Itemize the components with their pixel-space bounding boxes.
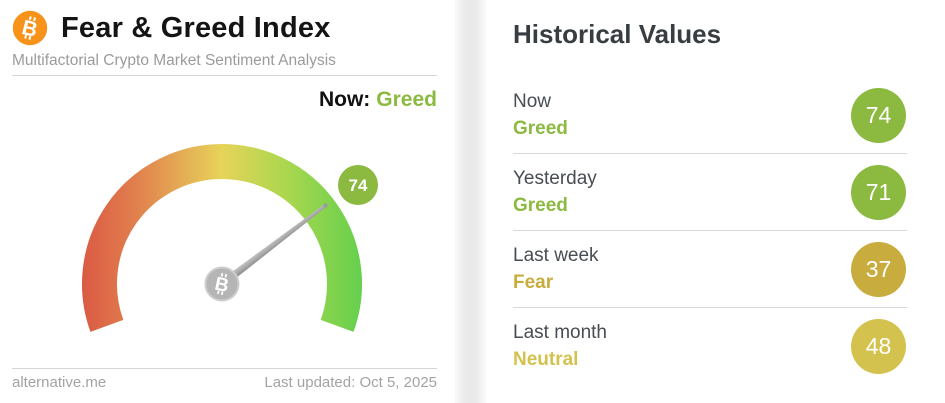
row-classification: Greed [513, 117, 568, 139]
svg-text:B: B [213, 274, 231, 297]
last-updated-text: Last updated: Oct 5, 2025 [264, 374, 437, 391]
bitcoin-icon: B [12, 10, 48, 46]
current-sentiment-line: Now: Greed [319, 88, 437, 112]
row-label: Last month [513, 321, 607, 343]
page-subtitle: Multifactorial Crypto Market Sentiment A… [12, 52, 336, 69]
row-label: Now [513, 90, 552, 112]
header-divider [12, 75, 437, 76]
gauge-value-badge: 74 [338, 165, 378, 205]
brand-header: B Fear & Greed Index [12, 10, 331, 46]
gauge-value-badge-circle [338, 165, 378, 205]
historical-rows: Now Greed 74 Yesterday Greed 71 Last wee… [513, 77, 907, 384]
panel-gutter [455, 0, 486, 403]
historical-title: Historical Values [513, 19, 722, 49]
row-label: Yesterday [513, 167, 597, 189]
now-value: Greed [376, 88, 437, 111]
row-classification: Greed [513, 194, 568, 216]
historical-row-last-month: Last month Neutral 48 [513, 308, 907, 384]
footer-divider [12, 368, 437, 369]
widget-footer: alternative.me Last updated: Oct 5, 2025 [12, 374, 437, 391]
row-classification: Neutral [513, 348, 579, 370]
bitcoin-icon-circle [12, 10, 48, 46]
row-label: Last week [513, 244, 599, 266]
page-title: Fear & Greed Index [61, 11, 331, 44]
value-badge: 71 [851, 164, 906, 220]
gauge-arc [82, 144, 362, 332]
fear-greed-gauge: B 74 [82, 144, 378, 332]
historical-row-last-week: Last week Fear 37 [513, 231, 907, 308]
historical-row-yesterday: Yesterday Greed 71 [513, 154, 907, 231]
gauge-value-text: 74 [349, 176, 368, 195]
value-badge: 37 [851, 241, 906, 297]
historical-panel: Historical Values Now Greed 74 Yesterday… [486, 0, 945, 403]
row-classification: Fear [513, 271, 554, 293]
gauge-needle [219, 203, 328, 288]
site-link[interactable]: alternative.me [12, 374, 107, 391]
now-label: Now: [318, 88, 371, 111]
bitcoin-hub-icon: B [213, 273, 231, 297]
svg-text:B: B [20, 16, 40, 42]
value-badge: 48 [851, 318, 906, 374]
gauge-panel: B Fear & Greed Index Multifactorial Cryp… [0, 0, 455, 403]
historical-row-now: Now Greed 74 [513, 77, 907, 154]
gauge-hub: B [204, 266, 240, 302]
value-badge: 74 [851, 87, 906, 143]
